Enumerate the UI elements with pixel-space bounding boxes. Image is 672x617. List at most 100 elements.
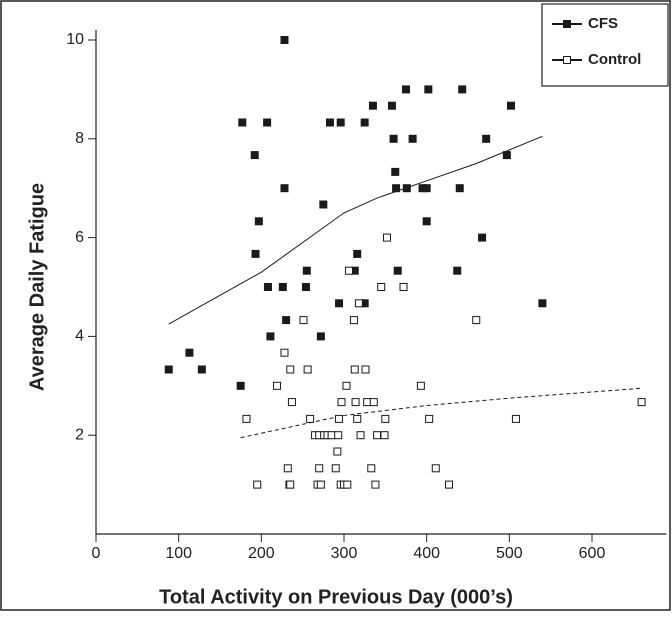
data-point	[316, 332, 325, 341]
y-tick-label: 6	[75, 229, 84, 246]
data-point	[538, 299, 547, 308]
data-point	[506, 101, 515, 110]
data-point	[637, 398, 646, 407]
data-point	[299, 316, 308, 325]
data-point	[263, 283, 272, 291]
data-point	[164, 365, 173, 374]
data-point	[369, 398, 378, 407]
data-point	[303, 365, 312, 374]
data-point	[273, 381, 282, 390]
data-point	[343, 480, 352, 489]
data-point	[280, 184, 289, 193]
legend-label: Control	[588, 51, 641, 68]
trend-line	[240, 387, 642, 439]
data-point	[337, 398, 346, 407]
data-point	[287, 398, 296, 407]
x-axis-title: Total Activity on Previous Day (000’s)	[159, 586, 513, 608]
x-tick-label: 200	[248, 545, 275, 562]
data-point	[266, 332, 275, 341]
y-tick-label: 2	[75, 426, 84, 443]
data-point	[333, 447, 342, 456]
data-point	[242, 414, 251, 423]
data-point	[331, 464, 340, 473]
legend-marker	[563, 56, 571, 64]
data-point	[197, 365, 206, 374]
y-tick-label: 10	[66, 31, 84, 48]
data-point	[353, 249, 362, 258]
data-point	[360, 118, 369, 127]
data-point	[377, 283, 386, 291]
data-point	[380, 431, 389, 440]
x-tick-label: 400	[413, 545, 440, 562]
data-point	[416, 381, 425, 390]
data-point	[511, 414, 520, 423]
data-point	[356, 431, 365, 440]
x-tick-label: 300	[331, 545, 358, 562]
data-point	[325, 118, 334, 127]
data-point	[351, 398, 360, 407]
data-point	[344, 266, 353, 275]
data-point	[408, 134, 417, 143]
data-point	[425, 414, 434, 423]
data-point	[316, 480, 325, 489]
data-point	[306, 414, 315, 423]
data-point	[381, 414, 390, 423]
data-point	[371, 480, 380, 489]
data-point	[282, 316, 291, 325]
data-point	[238, 118, 247, 127]
data-point	[422, 184, 431, 193]
y-tick-label: 4	[75, 328, 84, 345]
data-point	[367, 464, 376, 473]
trend-line	[168, 135, 543, 325]
data-point	[286, 480, 295, 489]
data-point	[327, 431, 336, 440]
y-axis-title: Average Daily Fatigue	[26, 183, 48, 391]
data-point	[382, 233, 391, 242]
data-point	[455, 184, 464, 193]
data-point	[399, 283, 408, 291]
data-point	[387, 101, 396, 110]
data-point	[502, 151, 511, 160]
x-tick-label: 0	[92, 545, 101, 562]
data-point	[336, 118, 345, 127]
data-point	[283, 464, 292, 473]
data-point	[453, 266, 462, 275]
data-point	[185, 348, 194, 357]
data-point	[393, 266, 402, 275]
data-point	[402, 184, 411, 193]
legend-marker	[563, 20, 571, 28]
data-point	[424, 85, 433, 94]
data-point	[361, 365, 370, 374]
data-point	[254, 217, 263, 226]
data-point	[335, 414, 344, 423]
data-point	[250, 151, 259, 160]
y-tick-label: 8	[75, 130, 84, 147]
data-point	[286, 365, 295, 374]
data-point	[373, 431, 382, 440]
data-point	[278, 283, 287, 291]
data-point	[354, 299, 363, 308]
data-point	[368, 101, 377, 110]
data-point	[422, 217, 431, 226]
data-point	[280, 348, 289, 357]
data-point	[444, 480, 453, 489]
data-point	[263, 118, 272, 127]
legend-label: CFS	[588, 15, 618, 32]
data-point	[319, 200, 328, 209]
data-point	[334, 431, 343, 440]
data-point	[302, 266, 311, 275]
data-point	[280, 36, 289, 44]
x-tick-label: 500	[496, 545, 523, 562]
data-point	[342, 381, 351, 390]
data-point	[251, 249, 260, 258]
data-point	[392, 184, 401, 193]
data-point	[482, 134, 491, 143]
data-point	[363, 398, 372, 407]
data-point	[349, 316, 358, 325]
data-point	[478, 233, 487, 242]
data-point	[402, 85, 410, 94]
data-point	[391, 167, 400, 176]
data-point	[301, 283, 310, 291]
